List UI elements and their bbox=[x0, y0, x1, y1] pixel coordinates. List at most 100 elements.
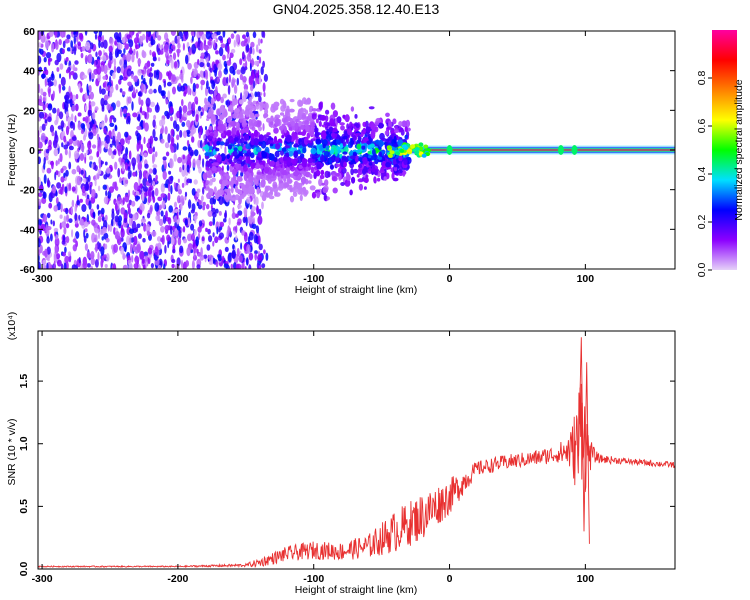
heatmap-cell bbox=[233, 157, 237, 164]
heatmap-cell bbox=[38, 136, 41, 143]
heatmap-cell bbox=[89, 42, 94, 50]
heatmap-cell bbox=[374, 169, 379, 176]
heatmap-cell bbox=[136, 223, 141, 229]
heatmap-cell bbox=[187, 233, 192, 242]
heatmap-cell bbox=[252, 47, 255, 55]
heatmap-cell bbox=[233, 84, 238, 94]
heatmap-cell bbox=[314, 127, 319, 132]
heatmap-cell bbox=[92, 144, 97, 149]
heatmap-cell bbox=[83, 229, 86, 239]
heatmap-cell bbox=[48, 88, 51, 98]
heatmap-cell bbox=[250, 185, 255, 194]
heatmap-cell bbox=[136, 243, 141, 253]
colorbar-tick-label: 0.8 bbox=[696, 71, 708, 86]
heatmap-cell bbox=[91, 163, 94, 169]
heatmap-cell bbox=[123, 48, 126, 54]
heatmap-cell bbox=[172, 52, 177, 61]
heatmap-cell bbox=[281, 147, 287, 152]
heatmap-cell bbox=[182, 43, 185, 51]
heatmap-cell bbox=[402, 169, 406, 177]
heatmap-cell bbox=[222, 76, 227, 86]
heatmap-cell bbox=[323, 193, 327, 201]
heatmap-cell bbox=[384, 130, 389, 136]
heatmap-cell bbox=[58, 39, 62, 46]
heatmap-cell bbox=[121, 91, 126, 96]
heatmap-cell bbox=[238, 190, 243, 195]
heatmap-cell bbox=[241, 122, 248, 126]
heatmap-cell bbox=[167, 217, 172, 225]
heatmap-cell bbox=[88, 175, 91, 182]
heatmap-cell bbox=[148, 107, 152, 113]
heatmap-cell bbox=[186, 164, 190, 173]
heatmap-cell bbox=[366, 140, 371, 145]
heatmap-cell bbox=[224, 188, 229, 192]
heatmap-cell bbox=[181, 121, 186, 127]
heatmap-cell bbox=[342, 151, 348, 155]
heatmap-cell bbox=[65, 223, 70, 229]
heatmap-cell bbox=[47, 116, 52, 123]
heatmap-cell bbox=[53, 148, 59, 157]
heatmap-cell bbox=[210, 97, 215, 105]
heatmap-cell bbox=[81, 46, 86, 52]
heatmap-cell bbox=[144, 255, 149, 262]
heatmap-cell bbox=[135, 44, 140, 50]
heatmap-cell bbox=[244, 266, 247, 269]
heatmap-cell bbox=[229, 52, 234, 59]
heatmap-cell bbox=[218, 210, 222, 216]
heatmap-cell bbox=[108, 59, 112, 69]
heatmap-cell bbox=[266, 174, 272, 179]
heatmap-cell bbox=[363, 186, 367, 190]
heatmap-cell bbox=[73, 46, 77, 56]
heatmap-cell bbox=[66, 214, 69, 223]
heatmap-cell bbox=[329, 148, 335, 155]
heatmap-cell bbox=[54, 245, 58, 255]
heatmap-cell bbox=[247, 159, 252, 164]
heatmap-cell bbox=[82, 74, 88, 79]
heatmap-cell bbox=[43, 57, 47, 63]
heatmap-cell bbox=[133, 181, 139, 191]
heatmap-cell bbox=[195, 83, 199, 89]
heatmap-cell bbox=[243, 207, 248, 216]
heatmap-cell bbox=[174, 227, 179, 237]
heatmap-cell bbox=[177, 156, 182, 164]
heatmap-cell bbox=[170, 133, 173, 141]
heatmap-cell bbox=[357, 178, 364, 183]
heatmap-cell bbox=[393, 166, 398, 172]
heatmap-cell bbox=[342, 135, 348, 140]
heatmap-cell bbox=[223, 112, 227, 117]
heatmap-cell bbox=[68, 218, 73, 224]
heatmap-cell bbox=[83, 178, 87, 183]
heatmap-cell bbox=[82, 261, 88, 269]
heatmap-cell bbox=[98, 156, 102, 166]
heatmap-cell bbox=[77, 140, 81, 148]
heatmap-cell bbox=[147, 146, 154, 155]
heatmap-cell bbox=[387, 136, 393, 141]
heatmap-cell bbox=[252, 217, 255, 226]
heatmap-cell bbox=[131, 157, 137, 167]
heatmap-cell bbox=[230, 48, 236, 54]
heatmap-cell bbox=[38, 55, 42, 65]
heatmap-cell bbox=[100, 97, 105, 107]
heatmap-cell bbox=[288, 150, 294, 157]
heatmap-cell bbox=[86, 263, 91, 268]
heatmap-cell bbox=[335, 173, 341, 177]
heatmap-cell bbox=[245, 31, 250, 38]
heatmap-cell bbox=[325, 109, 330, 115]
heatmap-cell bbox=[71, 31, 74, 35]
heatmap-cell bbox=[186, 246, 191, 257]
heatmap-cell bbox=[178, 188, 182, 195]
heatmap-cell bbox=[46, 167, 52, 174]
heatmap-cell bbox=[133, 87, 136, 95]
heatmap-cell bbox=[229, 121, 234, 126]
heatmap-cell bbox=[140, 143, 143, 152]
heatmap-cell bbox=[252, 73, 255, 80]
heatmap-cell bbox=[206, 160, 211, 167]
heatmap-cell bbox=[270, 121, 274, 125]
heatmap-cell bbox=[362, 121, 367, 128]
heatmap-cell bbox=[56, 182, 62, 189]
heatmap-cell bbox=[327, 171, 331, 178]
heatmap-cell bbox=[136, 50, 139, 59]
chart-title: GN04.2025.358.12.40.E13 bbox=[273, 1, 440, 17]
heatmap-cell bbox=[300, 114, 307, 119]
heatmap-cell bbox=[220, 43, 226, 48]
